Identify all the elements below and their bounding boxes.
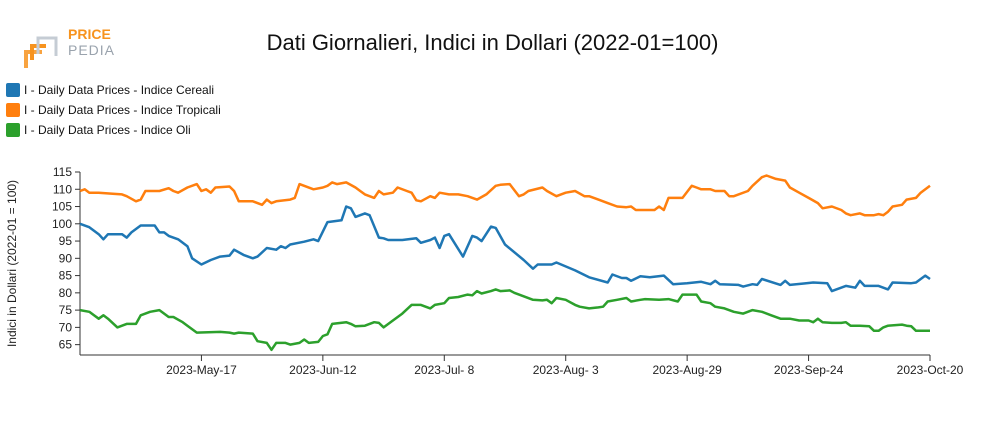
series-line-2 <box>79 288 930 352</box>
y-tick-label: 115 <box>53 165 72 179</box>
legend-label: I - Daily Data Prices - Indice Oli <box>24 123 191 137</box>
legend-label: I - Daily Data Prices - Indice Tropicali <box>24 103 221 117</box>
y-tick-label: 105 <box>52 200 72 214</box>
x-tick-label: 2023-Jul- 8 <box>414 363 474 377</box>
legend-item-oli[interactable]: I - Daily Data Prices - Indice Oli <box>6 120 221 140</box>
pricepedia-logo <box>22 24 132 72</box>
chart-legend: I - Daily Data Prices - Indice Cereali I… <box>6 80 221 140</box>
legend-swatch <box>6 83 20 97</box>
chart-title: Dati Giornalieri, Indici in Dollari (202… <box>266 30 719 55</box>
x-tick-label: 2023-May-17 <box>166 363 237 377</box>
y-tick-label: 95 <box>59 234 73 248</box>
series-line-1 <box>79 174 931 217</box>
y-axis-label: Indici in Dollari (2022-01 = 100) <box>5 180 19 347</box>
y-tick-label: 90 <box>59 251 73 265</box>
y-tick-label: 85 <box>59 269 73 283</box>
logo-word-top: PRICE <box>68 26 111 42</box>
y-tick-label: 65 <box>59 338 73 352</box>
y-tick-label: 100 <box>52 217 72 231</box>
legend-label: I - Daily Data Prices - Indice Cereali <box>24 83 215 97</box>
y-tick-label: 70 <box>59 320 73 334</box>
x-tick-label: 2023-Sep-24 <box>774 363 844 377</box>
y-tick-label: 80 <box>59 286 73 300</box>
x-tick-label: 2023-Jun-12 <box>289 363 357 377</box>
legend-item-tropicali[interactable]: I - Daily Data Prices - Indice Tropicali <box>6 100 221 120</box>
legend-swatch <box>6 103 20 117</box>
x-tick-label: 2023-Oct-20 <box>897 363 964 377</box>
x-tick-label: 2023-Aug-29 <box>652 363 722 377</box>
y-tick-label: 110 <box>53 182 72 196</box>
series-line-0 <box>79 205 931 293</box>
x-tick-label: 2023-Aug- 3 <box>533 363 599 377</box>
y-tick-label: 75 <box>59 303 73 317</box>
legend-swatch <box>6 123 20 137</box>
logo-mark-icon <box>24 36 58 68</box>
logo-word-bottom: PEDIA <box>68 42 116 58</box>
legend-item-cereali[interactable]: I - Daily Data Prices - Indice Cereali <box>6 80 221 100</box>
